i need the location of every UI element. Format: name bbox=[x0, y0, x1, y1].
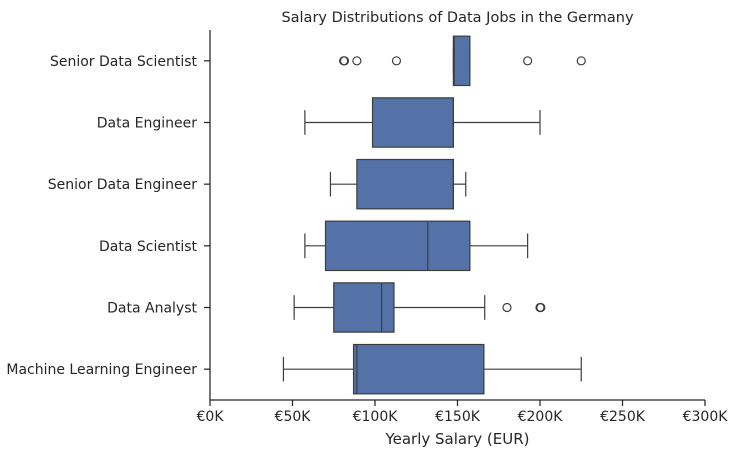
box-group bbox=[304, 97, 541, 148]
y-tick-label: Senior Data Engineer bbox=[48, 177, 198, 193]
y-tick-label: Data Engineer bbox=[97, 116, 197, 132]
x-tick-label: €250K bbox=[600, 409, 646, 425]
box-group bbox=[329, 158, 467, 210]
outlier-point bbox=[352, 56, 362, 66]
x-tick-label: €300K bbox=[683, 409, 729, 425]
y-tick-label: Machine Learning Engineer bbox=[6, 362, 197, 378]
x-tick-label: €150K bbox=[435, 409, 481, 425]
box bbox=[352, 343, 485, 395]
chart-marks: €0K €50K €100K €150K €200K €250K €300K Senior D… bbox=[6, 35, 729, 425]
outlier-point bbox=[576, 56, 586, 66]
outlier-point bbox=[523, 56, 533, 66]
chart-title: Salary Distributions of Data Jobs in the… bbox=[281, 10, 634, 26]
outlier-point bbox=[391, 56, 402, 66]
box-group bbox=[282, 343, 582, 395]
box bbox=[371, 97, 454, 148]
box bbox=[452, 35, 471, 87]
outlier-point bbox=[339, 56, 350, 66]
x-axis-title: Yearly Salary (EUR) bbox=[384, 430, 529, 448]
x-tick-label: €200K bbox=[518, 409, 564, 425]
outlier-point bbox=[502, 302, 512, 313]
box bbox=[324, 220, 471, 272]
outlier-point bbox=[536, 302, 546, 313]
y-tick-label: Senior Data Scientist bbox=[50, 54, 198, 70]
x-tick-label: €100K bbox=[353, 409, 399, 425]
y-tick-label: Data Scientist bbox=[99, 239, 198, 255]
x-tick-label: €0K bbox=[197, 409, 225, 425]
x-tick-label: €50K bbox=[275, 409, 312, 425]
box bbox=[356, 158, 454, 210]
box-group bbox=[304, 220, 529, 272]
box-group bbox=[293, 282, 546, 333]
y-tick-label: Data Analyst bbox=[107, 301, 197, 317]
box bbox=[333, 282, 395, 333]
box-group bbox=[339, 35, 586, 87]
